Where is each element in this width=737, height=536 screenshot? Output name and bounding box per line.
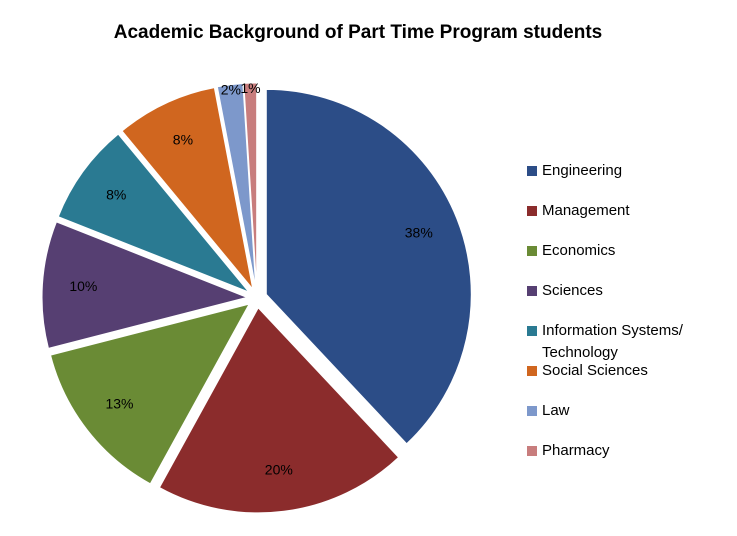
data-label: 10% — [69, 278, 97, 294]
legend-label: Engineering — [542, 162, 623, 179]
legend-label: Law — [542, 402, 570, 419]
pie-slice — [265, 88, 472, 445]
data-label: 20% — [265, 461, 293, 477]
data-label: 2% — [221, 81, 241, 97]
data-label: 38% — [405, 225, 433, 241]
legend-swatch — [527, 326, 537, 336]
legend-label: Social Sciences — [542, 362, 648, 379]
pie-slice — [158, 307, 400, 514]
pie-slice — [121, 86, 254, 290]
legend-swatch — [527, 286, 537, 296]
pie-slice — [243, 82, 258, 289]
legend-swatch — [527, 406, 537, 416]
pie-slice — [216, 82, 257, 289]
chart-title: Academic Background of Part Time Program… — [114, 22, 603, 43]
legend-label: Economics — [542, 242, 616, 259]
pie-slice — [57, 133, 250, 293]
legend-swatch — [527, 206, 537, 216]
legend-swatch — [527, 246, 537, 256]
legend-swatch — [527, 446, 537, 456]
data-label: 8% — [173, 131, 193, 147]
legend-swatch — [527, 166, 537, 176]
legend-swatch — [527, 366, 537, 376]
data-label: 8% — [106, 186, 126, 202]
pie-slice — [49, 303, 251, 485]
pie-slice — [41, 221, 249, 349]
data-label: 13% — [105, 395, 133, 411]
legend-label: Information Systems/ Technology — [542, 322, 683, 361]
legend-label: Management — [542, 202, 630, 219]
legend-label: Sciences — [542, 282, 603, 299]
data-label: 1% — [240, 80, 260, 96]
legend-label: Pharmacy — [542, 442, 610, 459]
